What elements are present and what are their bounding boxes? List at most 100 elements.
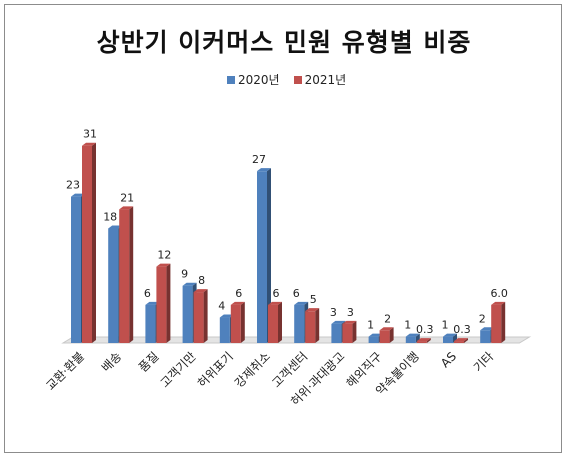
bar-0-0 [71,196,81,343]
bar-0-10 [443,336,453,343]
bar-top-0-0 [71,193,85,197]
data-label-1-3: 8 [198,274,205,287]
legend-item-2020: 2020년 [227,71,280,88]
bar-top-1-7 [342,320,357,324]
data-label-0-6: 6 [293,287,300,300]
data-label-1-9: 0.3 [416,323,434,336]
data-label-1-1: 21 [120,191,134,204]
bar-0-7 [331,323,342,343]
chart-legend: 2020년 2021년 [227,71,346,88]
bar-0-6 [294,304,305,343]
data-label-0-11: 2 [479,312,486,325]
bar-1-2 [156,266,167,343]
bar-top-1-3 [193,289,208,293]
category-label-3: 고객기만 [158,349,199,390]
data-label-0-5: 27 [252,153,266,166]
data-label-1-2: 12 [157,249,171,262]
category-label-2: 품질 [136,349,162,375]
bar-top-0-5 [257,168,271,172]
bar-side-1-8 [389,327,394,343]
bar-top-1-0 [82,142,96,146]
data-label-0-2: 6 [144,287,151,300]
legend-swatch-2021 [293,75,302,84]
data-label-1-8: 2 [384,312,391,325]
bar-0-4 [219,317,230,343]
bar-0-11 [480,330,491,343]
chart-frame: 상반기 이커머스 민원 유형별 비중 2020년 2021년 23 31 교환·환불… [4,4,562,453]
data-label-1-6: 5 [310,293,317,306]
data-label-1-4: 6 [235,287,242,300]
bar-side-1-3 [203,289,208,343]
bar-top-0-11 [480,327,495,331]
chart-title: 상반기 이커머스 민원 유형별 비중 [96,28,472,57]
bar-0-1 [108,228,119,343]
category-label-0: 교환·환불 [43,349,87,393]
data-label-0-7: 3 [330,306,337,319]
bar-top-1-8 [379,327,394,331]
bar-top-0-7 [331,320,346,324]
legend-item-2021: 2021년 [293,71,347,88]
bar-1-10 [454,341,464,343]
data-label-1-11: 6.0 [490,287,508,300]
data-label-1-10: 0.3 [453,323,471,336]
data-label-0-1: 18 [103,210,117,223]
bar-1-1 [119,209,130,343]
bar-side-1-2 [166,263,171,343]
bar-1-5 [268,304,278,343]
bar-top-0-8 [368,333,383,337]
bar-1-8 [379,330,390,343]
bar-side-1-5 [278,301,282,343]
legend-swatch-2020 [227,75,235,84]
data-label-1-7: 3 [347,306,354,319]
bar-1-11 [491,304,502,343]
bar-0-3 [182,285,193,343]
data-label-0-9: 1 [404,319,411,332]
bar-top-1-2 [156,263,171,267]
bar-1-6 [305,311,316,343]
bar-side-1-9 [426,338,431,343]
bar-side-1-4 [240,301,245,343]
bar-side-1-0 [92,142,96,343]
category-label-1: 배송 [99,349,125,375]
category-label-5: 강제취소 [232,349,273,390]
legend-label-2020: 2020년 [238,73,280,87]
bar-top-0-4 [219,314,234,318]
bar-1-4 [230,304,241,343]
bar-top-0-1 [108,225,123,229]
bar-0-8 [368,336,379,343]
bar-top-1-1 [119,206,134,210]
bar-top-0-3 [182,282,197,286]
bar-top-0-2 [145,301,160,305]
bar-top-1-4 [230,301,245,305]
bar-top-1-5 [268,301,282,305]
bar-1-9 [416,341,427,343]
bar-side-1-7 [352,320,357,343]
bar-side-1-1 [129,206,134,343]
bar-side-1-6 [315,308,320,343]
bar-top-1-9 [416,338,431,342]
legend-label-2021: 2021년 [304,73,347,87]
bar-1-7 [342,323,353,343]
category-label-11: 기타 [471,349,497,375]
bar-top-0-10 [443,333,457,337]
data-label-0-10: 1 [442,319,449,332]
bar-side-0-5 [267,168,271,343]
bar-0-2 [145,304,156,343]
category-label-10: AS [438,349,459,370]
bar-side-1-10 [464,338,468,343]
data-label-1-5: 6 [273,287,280,300]
bar-top-1-11 [491,301,506,305]
bar-top-1-10 [454,338,468,342]
bar-top-1-6 [305,308,320,312]
data-label-0-3: 9 [181,268,188,281]
category-label-4: 허위표기 [195,349,236,390]
bar-side-1-11 [501,301,506,343]
bar-0-5 [257,171,267,343]
data-label-0-4: 4 [218,300,225,313]
bar-1-3 [193,292,204,343]
data-label-0-0: 23 [66,179,80,192]
data-label-1-0: 31 [83,128,97,141]
bar-top-0-9 [405,333,420,337]
bar-top-0-6 [294,301,309,305]
